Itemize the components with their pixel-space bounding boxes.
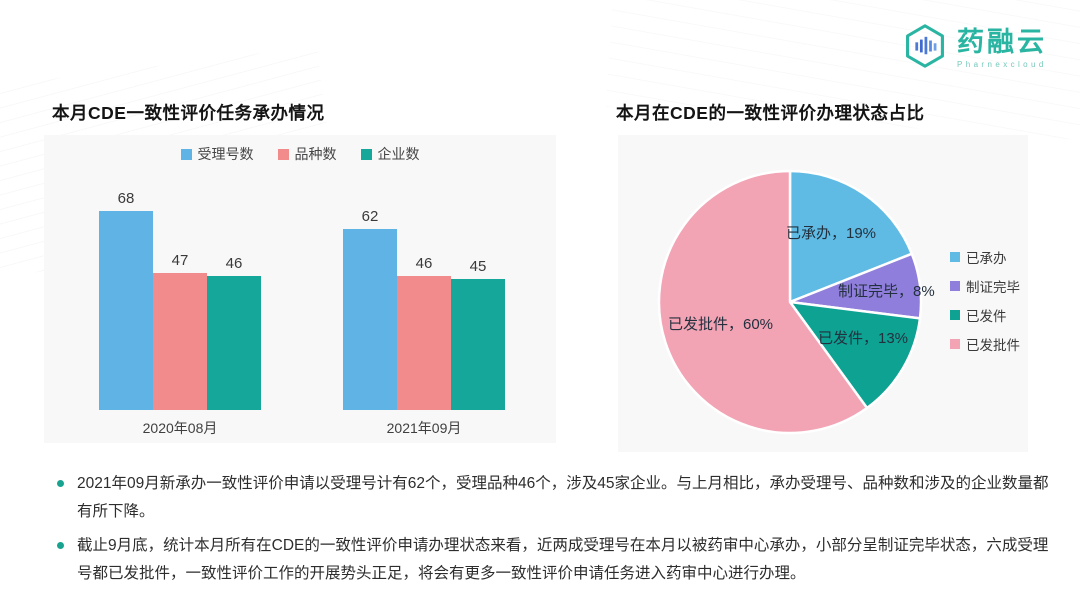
legend-item: 制证完毕 <box>950 276 1020 296</box>
bar-rect <box>397 276 451 410</box>
bar-rect <box>343 229 397 410</box>
pie-slice-已承办 <box>788 169 914 304</box>
legend-swatch <box>360 148 372 160</box>
category-label: 2021年09月 <box>386 420 462 436</box>
bar-rect <box>207 276 261 410</box>
legend-item: 企业数 <box>360 144 420 164</box>
logo-subbrand-text: Pharnexcloud <box>957 59 1047 69</box>
bullet-dot-icon <box>57 480 64 487</box>
pie-slice-已发件 <box>788 300 922 410</box>
logo-hexagon-chart-icon <box>903 22 947 75</box>
legend-label: 制证完毕 <box>966 280 1020 295</box>
bar-group: 62 46 45 2021年09月 <box>343 155 505 443</box>
legend-label: 已发件 <box>966 309 1007 324</box>
bar-group: 68 47 46 2020年08月 <box>99 155 261 443</box>
bar-受理号数: 62 <box>343 208 397 410</box>
bar-企业数: 45 <box>451 258 505 410</box>
pie-slice-label: 已发件，13% <box>818 330 909 347</box>
legend-label: 受理号数 <box>197 146 254 162</box>
pie-chart <box>657 169 923 435</box>
bar-value-label: 68 <box>117 190 135 207</box>
legend-label: 已承办 <box>966 251 1007 266</box>
bar-受理号数: 68 <box>99 190 153 410</box>
bar-value-label: 47 <box>171 252 189 269</box>
bar-value-label: 45 <box>469 258 487 275</box>
legend-item: 已发批件 <box>950 334 1020 354</box>
pie-slice-label: 已发批件，60% <box>668 316 774 333</box>
legend-swatch <box>950 310 960 320</box>
pie-chart-legend: 已承办 制证完毕 已发件 已发批件 <box>950 247 1020 354</box>
bullet-item: 2021年09月新承办一致性评价申请以受理号计有62个，受理品种46个，涉及45… <box>55 470 1055 525</box>
pie-chart-title: 本月在CDE的一致性评价办理状态占比 <box>616 103 925 123</box>
bar-chart-panel: 受理号数 品种数 企业数 68 47 46 2020年08月 62 46 45 2021年09… <box>44 135 556 443</box>
legend-swatch <box>950 281 960 291</box>
pie-chart-panel: 已承办，19% 制证完毕，8% 已发件，13% 已发批件，60% 已承办 制证完… <box>618 135 1028 452</box>
legend-label: 品种数 <box>294 146 337 162</box>
bullet-text: 截止9月底，统计本月所有在CDE的一致性评价申请办理状态来看，近两成受理号在本月… <box>77 537 1049 582</box>
pie-slice-已发批件 <box>657 169 869 435</box>
bar-rect <box>451 279 505 410</box>
bullet-item: 截止9月底，统计本月所有在CDE的一致性评价申请办理状态来看，近两成受理号在本月… <box>55 532 1055 587</box>
legend-swatch <box>180 148 192 160</box>
pie-slice-label: 已承办，19% <box>786 225 877 242</box>
legend-item: 品种数 <box>277 144 337 164</box>
logo-brand-text: 药融云 <box>957 26 1047 57</box>
legend-swatch <box>950 252 960 262</box>
category-label: 2020年08月 <box>142 420 218 436</box>
logo: 药融云 Pharnexcloud <box>903 22 1047 75</box>
bar-chart-legend: 受理号数 品种数 企业数 <box>44 144 556 164</box>
legend-item: 受理号数 <box>180 144 254 164</box>
bar-品种数: 46 <box>397 255 451 410</box>
legend-label: 企业数 <box>377 146 420 162</box>
bullet-text: 2021年09月新承办一致性评价申请以受理号计有62个，受理品种46个，涉及45… <box>77 475 1049 520</box>
legend-item: 已承办 <box>950 247 1020 267</box>
bar-chart-plot: 68 47 46 2020年08月 62 46 45 2021年09月 <box>99 155 505 443</box>
bar-value-label: 62 <box>361 208 379 225</box>
bar-value-label: 46 <box>415 255 433 272</box>
bar-企业数: 46 <box>207 255 261 410</box>
bar-rect <box>153 273 207 410</box>
bar-rect <box>99 211 153 410</box>
legend-swatch <box>277 148 289 160</box>
legend-item: 已发件 <box>950 305 1020 325</box>
legend-label: 已发批件 <box>966 338 1020 353</box>
summary-bullets: 2021年09月新承办一致性评价申请以受理号计有62个，受理品种46个，涉及45… <box>55 470 1055 594</box>
bullet-dot-icon <box>57 542 64 550</box>
pie-slice-label: 制证完毕，8% <box>838 283 935 300</box>
bar-chart-title: 本月CDE一致性评价任务承办情况 <box>52 103 325 123</box>
legend-swatch <box>950 339 960 349</box>
bar-value-label: 46 <box>225 255 243 272</box>
bar-品种数: 47 <box>153 252 207 410</box>
